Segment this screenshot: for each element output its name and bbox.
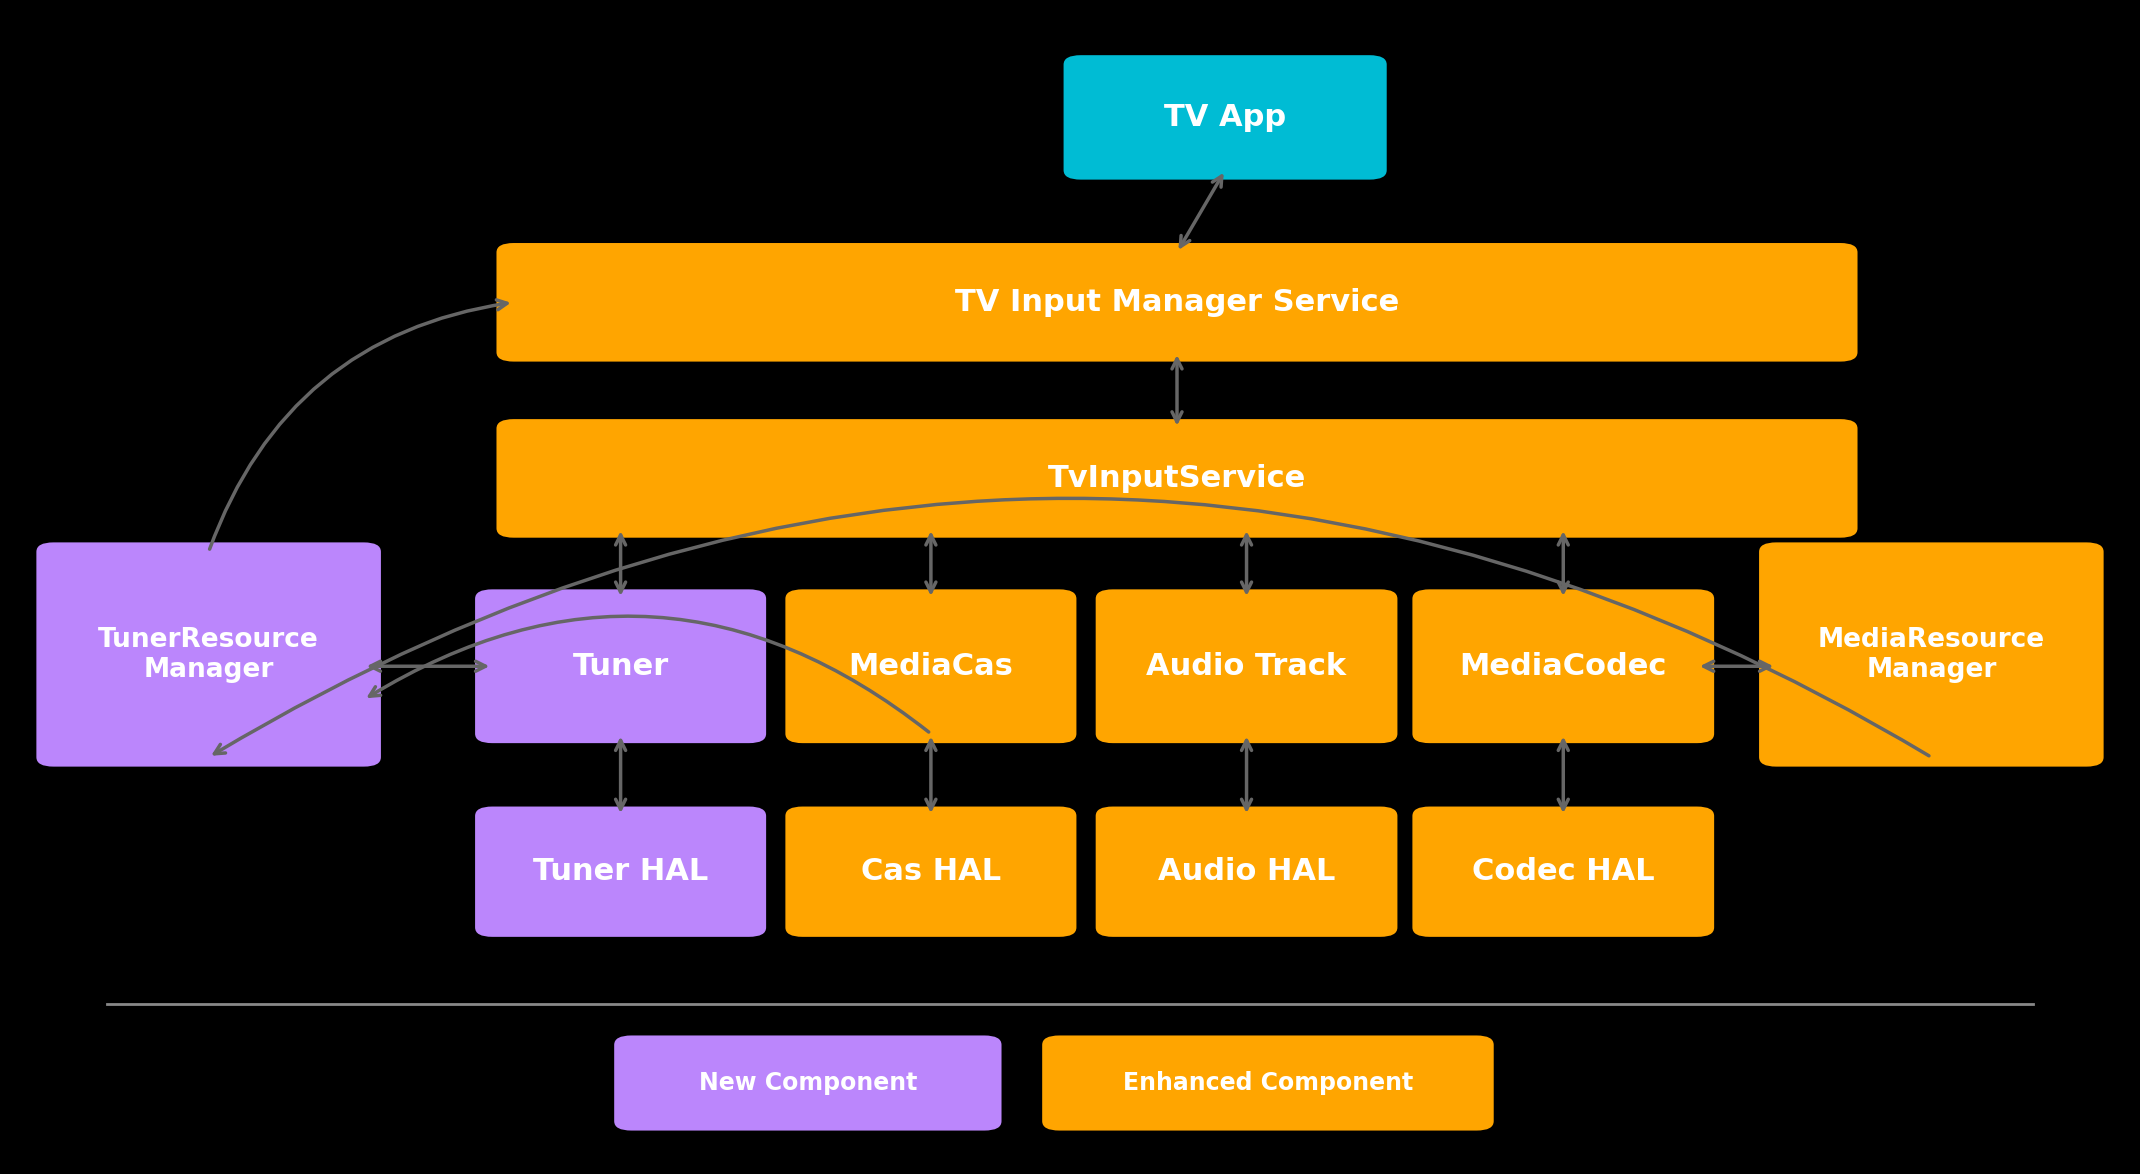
Text: Tuner HAL: Tuner HAL [533, 857, 708, 886]
Text: TvInputService: TvInputService [1049, 464, 1305, 493]
FancyBboxPatch shape [785, 807, 1076, 937]
Text: MediaCas: MediaCas [847, 652, 1014, 681]
FancyBboxPatch shape [614, 1035, 1002, 1131]
FancyBboxPatch shape [496, 419, 1858, 538]
Text: Audio Track: Audio Track [1147, 652, 1346, 681]
Text: TunerResource
Manager: TunerResource Manager [98, 627, 319, 682]
FancyBboxPatch shape [1042, 1035, 1494, 1131]
Text: TV Input Manager Service: TV Input Manager Service [954, 288, 1400, 317]
FancyBboxPatch shape [475, 589, 766, 743]
Text: Enhanced Component: Enhanced Component [1124, 1071, 1412, 1095]
Text: TV App: TV App [1164, 103, 1286, 131]
FancyBboxPatch shape [1096, 807, 1397, 937]
FancyBboxPatch shape [1412, 807, 1714, 937]
FancyBboxPatch shape [1759, 542, 2104, 767]
FancyBboxPatch shape [475, 807, 766, 937]
FancyBboxPatch shape [36, 542, 381, 767]
Text: Tuner: Tuner [574, 652, 668, 681]
Text: New Component: New Component [698, 1071, 918, 1095]
FancyBboxPatch shape [1412, 589, 1714, 743]
Text: MediaResource
Manager: MediaResource Manager [1817, 627, 2046, 682]
FancyBboxPatch shape [496, 243, 1858, 362]
Text: Cas HAL: Cas HAL [860, 857, 1002, 886]
Text: Audio HAL: Audio HAL [1158, 857, 1335, 886]
FancyBboxPatch shape [1096, 589, 1397, 743]
FancyBboxPatch shape [785, 589, 1076, 743]
Text: MediaCodec: MediaCodec [1459, 652, 1667, 681]
FancyBboxPatch shape [1064, 55, 1387, 180]
Text: Codec HAL: Codec HAL [1472, 857, 1654, 886]
